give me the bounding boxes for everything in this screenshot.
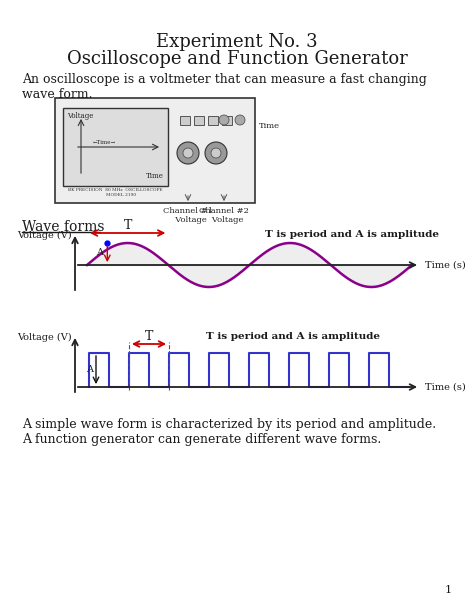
Bar [55, 98, 255, 203]
Bar [194, 116, 204, 125]
Text: Wave forms: Wave forms [22, 220, 104, 234]
Text: A: A [86, 365, 93, 375]
Text: Channel #1
  Voltage: Channel #1 Voltage [163, 207, 213, 224]
Text: A: A [96, 248, 103, 257]
Text: T: T [123, 219, 132, 232]
Text: Voltage (V): Voltage (V) [18, 231, 72, 240]
Circle shape [219, 115, 229, 125]
Bar [63, 108, 168, 186]
Bar [208, 116, 218, 125]
Text: Voltage: Voltage [67, 112, 93, 120]
Text: Voltage (V): Voltage (V) [18, 333, 72, 342]
Text: Time: Time [146, 172, 164, 180]
Text: An oscilloscope is a voltmeter that can measure a fast changing
wave form.: An oscilloscope is a voltmeter that can … [22, 73, 427, 101]
Text: T is period and A is amplitude: T is period and A is amplitude [206, 332, 380, 341]
Circle shape [235, 115, 245, 125]
Circle shape [205, 142, 227, 164]
Bar [180, 116, 190, 125]
Text: A simple wave form is characterized by its period and amplitude.
A function gene: A simple wave form is characterized by i… [22, 418, 436, 446]
Bar [222, 116, 232, 125]
Text: BK PRECISION  80 MHz  OSCILLOSCOPE
        MODEL 2190: BK PRECISION 80 MHz OSCILLOSCOPE MODEL 2… [68, 188, 163, 197]
Text: Time (s): Time (s) [425, 383, 466, 392]
Text: Time (s): Time (s) [425, 261, 466, 270]
Text: Experiment No. 3: Experiment No. 3 [156, 33, 318, 51]
Text: Oscilloscope and Function Generator: Oscilloscope and Function Generator [67, 50, 407, 68]
Circle shape [177, 142, 199, 164]
Text: T: T [145, 330, 153, 343]
Text: 1: 1 [445, 585, 452, 595]
Circle shape [211, 148, 221, 158]
Circle shape [183, 148, 193, 158]
Text: ←Time→: ←Time→ [93, 140, 116, 145]
Text: Channel #2
   Voltage: Channel #2 Voltage [199, 207, 249, 224]
Text: Time: Time [259, 122, 280, 130]
Text: T is period and A is amplitude: T is period and A is amplitude [265, 230, 439, 239]
